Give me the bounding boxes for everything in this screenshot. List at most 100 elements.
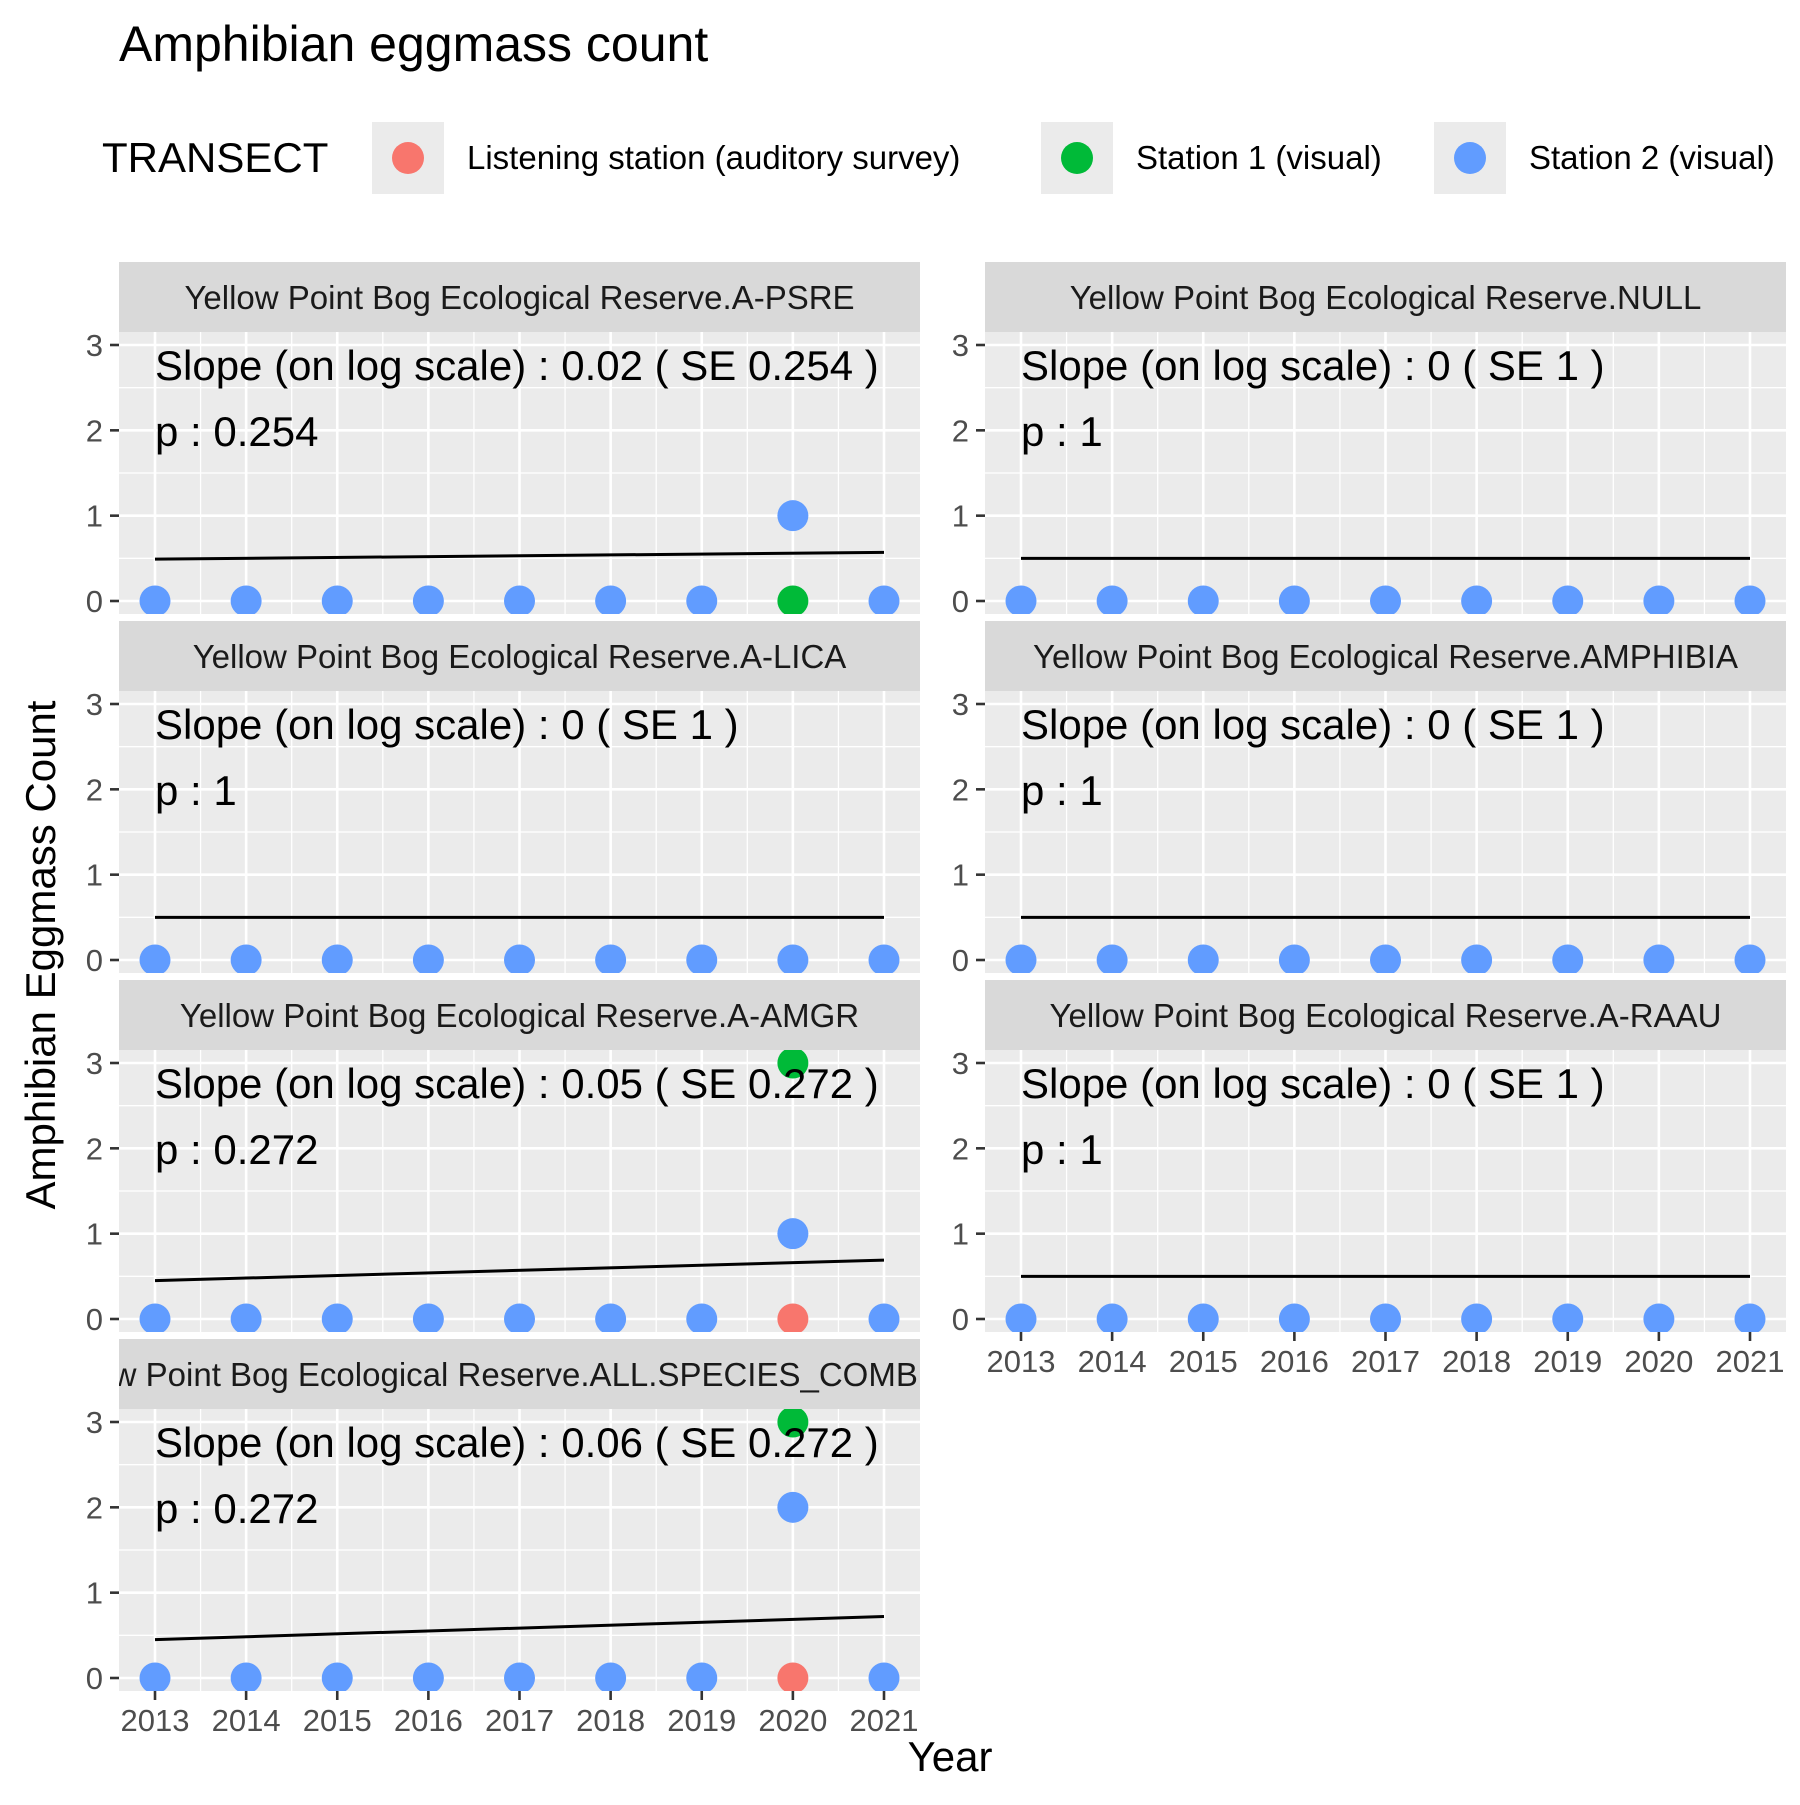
data-point-station-2-visual bbox=[321, 1662, 353, 1691]
facet-strip bbox=[119, 621, 920, 691]
data-point-station-2-visual bbox=[139, 585, 171, 614]
data-point-station-2-visual bbox=[868, 1303, 900, 1332]
data-point-station-2-visual bbox=[1278, 944, 1310, 973]
x-tick-label: 2019 bbox=[667, 1703, 736, 1738]
legend: TRANSECT Listening station (auditory sur… bbox=[102, 122, 1775, 194]
y-tick-label: 0 bbox=[86, 584, 103, 619]
facet-panel: Yellow Point Bog Ecological Reserve.ALL.… bbox=[42, 1339, 996, 1738]
data-point-station-2-visual bbox=[1370, 944, 1401, 973]
data-point-station-2-visual bbox=[1005, 944, 1037, 973]
facet-strip-label: Yellow Point Bog Ecological Reserve.ALL.… bbox=[42, 1356, 996, 1393]
data-point-station-2-visual bbox=[686, 1662, 718, 1691]
y-tick-label: 3 bbox=[86, 1046, 103, 1081]
data-point-station-2-visual bbox=[1643, 1303, 1675, 1332]
data-point-station-2-visual bbox=[1734, 1303, 1766, 1332]
facet-panel: Yellow Point Bog Ecological Reserve.AMPH… bbox=[952, 621, 1786, 978]
panel-plot-area: Slope (on log scale) : 0 ( SE 1 ) p : 1 bbox=[1005, 1060, 1766, 1332]
slope-annotation: Slope (on log scale) : 0 ( SE 1 ) bbox=[1021, 1060, 1605, 1107]
facet-strip bbox=[985, 621, 1786, 691]
p-value-annotation: p : 0.272 bbox=[155, 1485, 318, 1532]
data-point-station-2-visual bbox=[868, 1662, 900, 1691]
legend-label: Station 1 (visual) bbox=[1136, 139, 1382, 176]
data-point-station-2-visual bbox=[1461, 585, 1493, 614]
data-point-station-2-visual bbox=[1552, 585, 1584, 614]
x-tick-label: 2013 bbox=[987, 1344, 1056, 1379]
data-point-station-2-visual bbox=[230, 1303, 262, 1332]
y-tick-label: 2 bbox=[952, 1131, 969, 1166]
facet-panel: Yellow Point Bog Ecological Reserve.A-AM… bbox=[86, 980, 920, 1337]
x-tick-label: 2018 bbox=[1442, 1344, 1511, 1379]
y-tick-label: 2 bbox=[86, 772, 103, 807]
facet-strip-label: Yellow Point Bog Ecological Reserve.A-RA… bbox=[1050, 997, 1722, 1034]
data-point-station-2-visual bbox=[504, 585, 535, 614]
panel-plot-area: Slope (on log scale) : 0 ( SE 1 ) p : 1 bbox=[1005, 701, 1766, 973]
data-point-station-2-visual bbox=[868, 944, 900, 973]
data-point-station-2-visual bbox=[1187, 944, 1219, 973]
facet-strip-label: Yellow Point Bog Ecological Reserve.AMPH… bbox=[1033, 638, 1738, 675]
data-point-station-2-visual bbox=[1005, 585, 1037, 614]
legend-label: Station 2 (visual) bbox=[1529, 139, 1775, 176]
y-tick-label: 1 bbox=[952, 858, 969, 893]
legend-key-listening-station-auditory-survey bbox=[392, 142, 424, 174]
data-point-station-2-visual bbox=[1643, 585, 1675, 614]
p-value-annotation: p : 1 bbox=[1021, 767, 1103, 814]
x-tick-label: 2013 bbox=[121, 1703, 190, 1738]
y-tick-label: 2 bbox=[86, 1490, 103, 1525]
facet-strip bbox=[985, 980, 1786, 1050]
x-tick-label: 2017 bbox=[1351, 1344, 1420, 1379]
data-point-station-2-visual bbox=[1278, 1303, 1310, 1332]
facet-panel: Yellow Point Bog Ecological Reserve.A-RA… bbox=[952, 980, 1786, 1379]
data-point-station-2-visual bbox=[1552, 944, 1584, 973]
data-point-station-2-visual bbox=[504, 1662, 535, 1691]
legend-key-station-2-visual bbox=[1454, 142, 1486, 174]
data-point-station-2-visual bbox=[1643, 944, 1675, 973]
x-tick-label: 2015 bbox=[1169, 1344, 1238, 1379]
slope-annotation: Slope (on log scale) : 0 ( SE 1 ) bbox=[1021, 701, 1605, 748]
data-point-station-2-visual bbox=[139, 1662, 171, 1691]
y-tick-label: 3 bbox=[86, 687, 103, 722]
x-tick-label: 2014 bbox=[212, 1703, 281, 1738]
data-point-station-2-visual bbox=[139, 1303, 171, 1332]
data-point-station-2-visual bbox=[777, 1491, 809, 1523]
facet-panels: Yellow Point Bog Ecological Reserve.A-PS… bbox=[42, 262, 1786, 1738]
data-point-station-2-visual bbox=[868, 585, 900, 614]
facet-panel: Yellow Point Bog Ecological Reserve.NULL… bbox=[952, 262, 1786, 619]
data-point-station-2-visual bbox=[1461, 944, 1493, 973]
facet-strip bbox=[119, 262, 920, 332]
panel-plot-area: Slope (on log scale) : 0.05 ( SE 0.272 )… bbox=[139, 1050, 900, 1332]
legend-title: TRANSECT bbox=[102, 134, 328, 181]
x-axis-label: Year bbox=[908, 1733, 993, 1780]
data-point-station-2-visual bbox=[1187, 1303, 1219, 1332]
x-tick-label: 2019 bbox=[1533, 1344, 1602, 1379]
y-tick-label: 0 bbox=[952, 1302, 969, 1337]
data-point-station-2-visual bbox=[1370, 585, 1401, 614]
x-tick-label: 2020 bbox=[1624, 1344, 1693, 1379]
y-tick-label: 2 bbox=[952, 772, 969, 807]
data-point-station-2-visual bbox=[595, 944, 627, 973]
x-tick-label: 2018 bbox=[576, 1703, 645, 1738]
y-tick-label: 0 bbox=[86, 943, 103, 978]
y-tick-label: 3 bbox=[952, 328, 969, 363]
y-tick-label: 2 bbox=[86, 413, 103, 448]
data-point-station-2-visual bbox=[777, 500, 809, 532]
facet-strip-label: Yellow Point Bog Ecological Reserve.NULL bbox=[1070, 279, 1702, 316]
data-point-station-2-visual bbox=[230, 1662, 262, 1691]
y-tick-label: 0 bbox=[86, 1302, 103, 1337]
facet-strip bbox=[985, 262, 1786, 332]
x-tick-label: 2017 bbox=[485, 1703, 554, 1738]
data-point-station-2-visual bbox=[1005, 1303, 1037, 1332]
data-point-station-2-visual bbox=[412, 944, 444, 973]
data-point-station-2-visual bbox=[504, 944, 535, 973]
slope-annotation: Slope (on log scale) : 0.06 ( SE 0.272 ) bbox=[155, 1419, 879, 1466]
y-tick-label: 3 bbox=[86, 1405, 103, 1440]
y-tick-label: 1 bbox=[86, 1576, 103, 1611]
data-point-station-2-visual bbox=[595, 585, 627, 614]
facet-strip bbox=[119, 980, 920, 1050]
data-point-station-2-visual bbox=[321, 585, 353, 614]
y-tick-label: 3 bbox=[952, 687, 969, 722]
data-point-station-2-visual bbox=[504, 1303, 535, 1332]
data-point-station-2-visual bbox=[1278, 585, 1310, 614]
data-point-station-2-visual bbox=[777, 1218, 809, 1250]
